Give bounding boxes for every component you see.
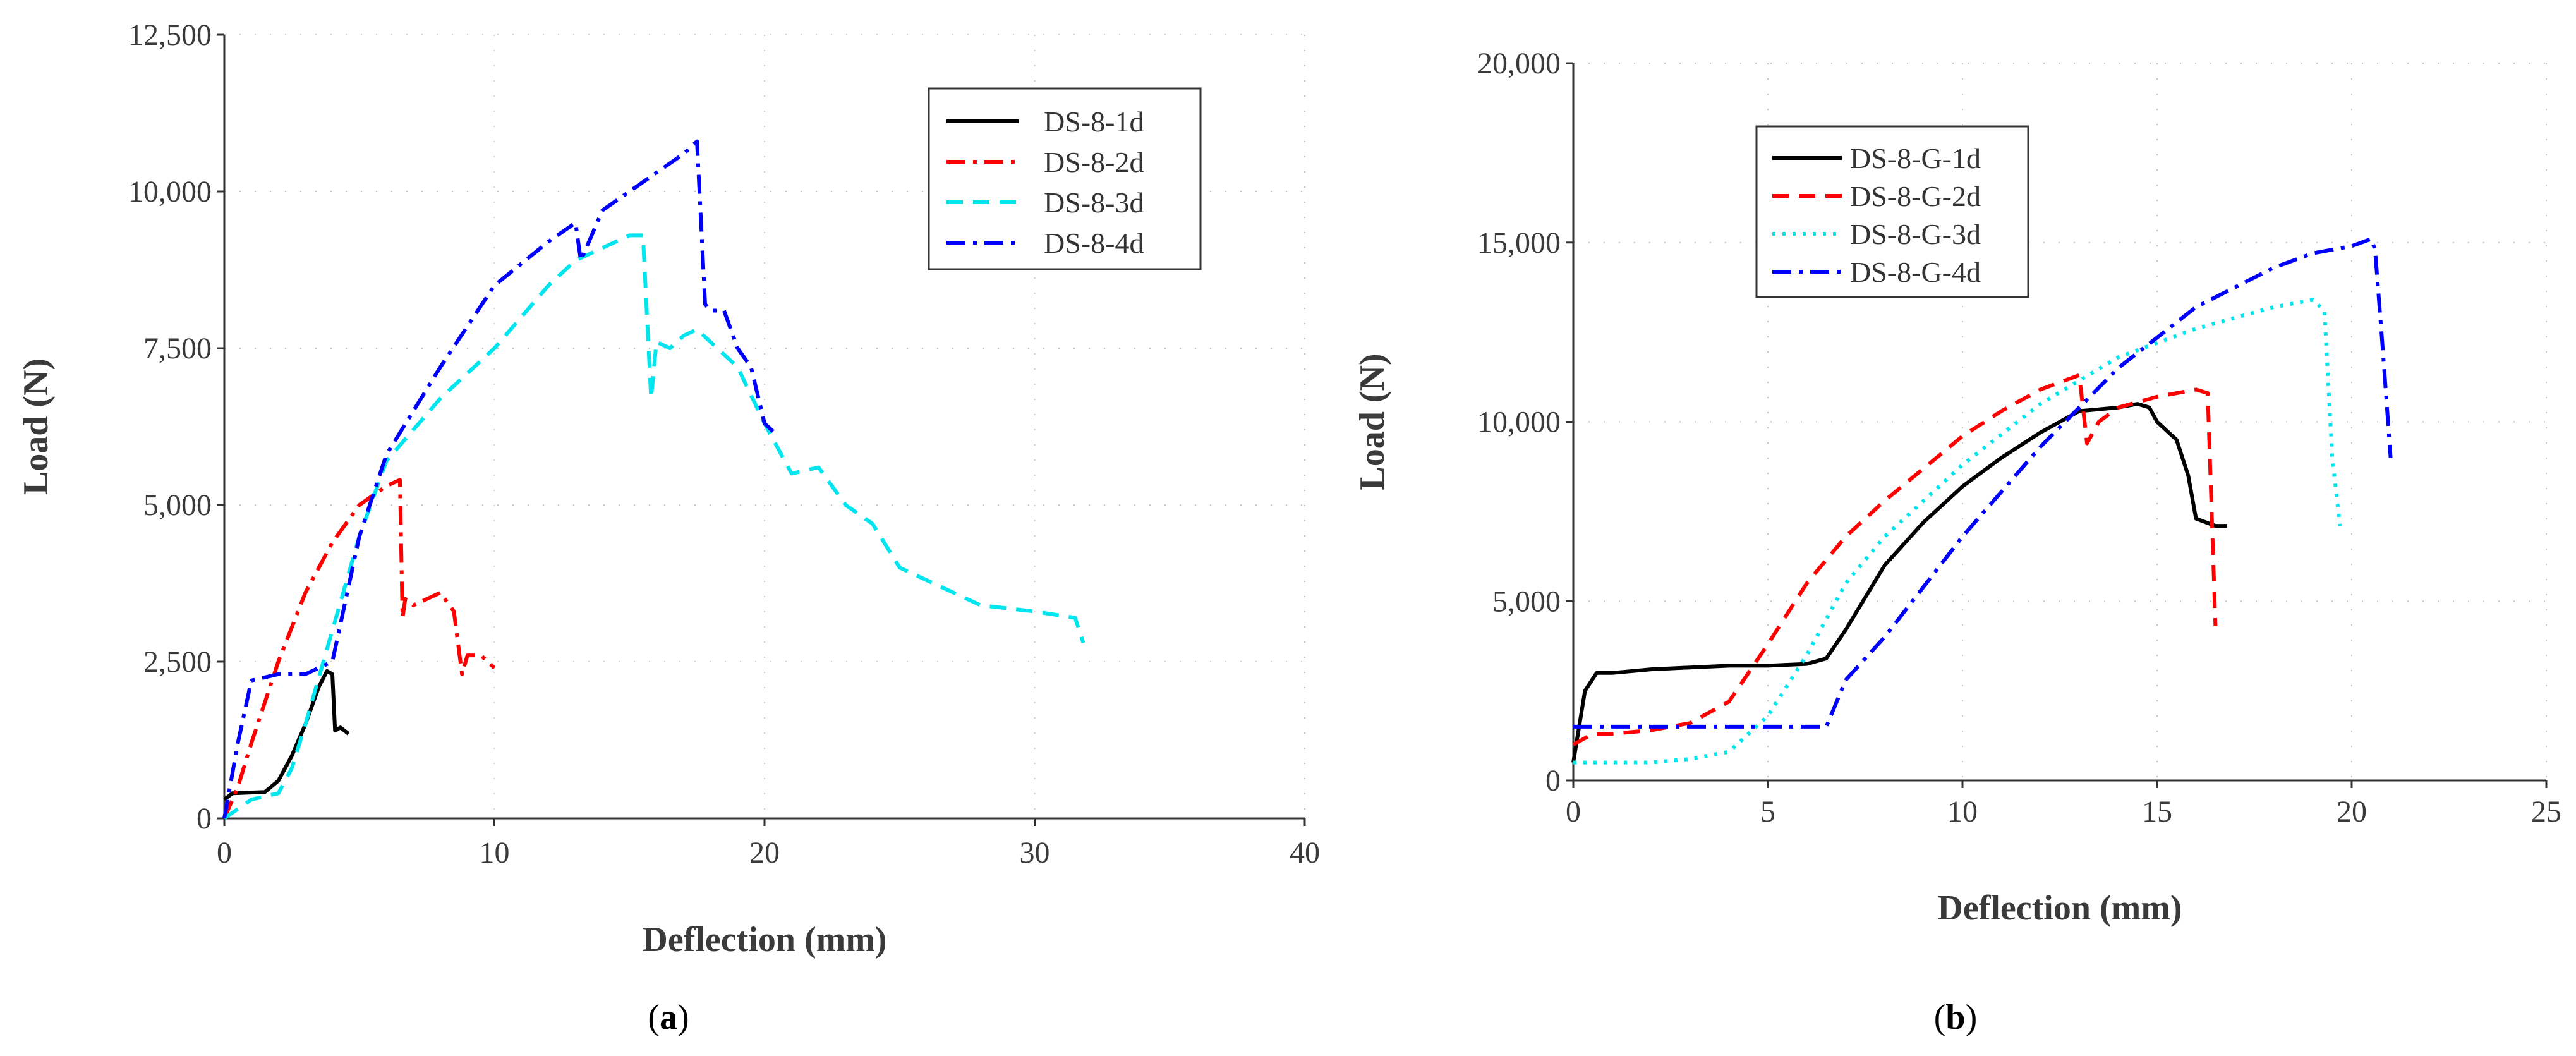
legend: DS-8-G-1d DS-8-G-2d DS-8-G-3d DS-8-G-4d — [1755, 125, 2029, 298]
caption-a: (a) — [648, 998, 689, 1037]
x-axis-label: Deflection (mm) — [642, 920, 886, 959]
y-tick-label: 2,500 — [143, 645, 212, 679]
x-axis-label: Deflection (mm) — [1937, 889, 2182, 928]
y-tick-label: 0 — [197, 802, 212, 835]
y-tick-label: 5,000 — [1492, 585, 1561, 618]
series-line-ds-8-2d — [222, 478, 496, 820]
legend-label: DS-8-4d — [1044, 227, 1144, 259]
caption-b: (b) — [1934, 998, 1977, 1037]
legend-label: DS-8-G-4d — [1850, 256, 1981, 288]
y-tick-label: 12,500 — [128, 18, 212, 52]
legend-label: DS-8-3d — [1044, 186, 1144, 219]
series-line-ds-8-4d — [222, 139, 780, 819]
y-axis-label: Load (N) — [16, 358, 56, 495]
y-tick-label: 15,000 — [1477, 226, 1561, 260]
legend: DS-8-1d DS-8-2d DS-8-3d DS-8-4d — [928, 87, 1202, 270]
series-line-ds-8-g-2d — [1572, 373, 2218, 746]
legend-label: DS-8-G-2d — [1850, 180, 1981, 212]
series-line-ds-8-g-3d — [1573, 298, 2342, 765]
y-tick-label: 20,000 — [1477, 47, 1561, 80]
chart-panel-a: 0 10 20 30 40 0 2,500 5,000 7,500 10,000 12,500 Def… — [16, 18, 1320, 959]
x-tick-label: 10 — [480, 836, 510, 870]
x-tick-label: 20 — [2337, 795, 2367, 828]
x-tick-label: 25 — [2531, 795, 2561, 828]
x-tick-label: 15 — [2142, 795, 2172, 828]
legend-label: DS-8-G-1d — [1850, 142, 1981, 174]
legend-label: DS-8-1d — [1044, 106, 1144, 138]
y-tick-label: 0 — [1545, 764, 1561, 798]
legend-box — [928, 87, 1202, 270]
x-tick-label: 20 — [749, 836, 780, 870]
legend-label: DS-8-2d — [1044, 146, 1144, 178]
legend-box — [1755, 125, 2029, 298]
series-line-ds-8-g-4d — [1573, 237, 2393, 729]
x-tick-label: 40 — [1290, 836, 1320, 870]
y-tick-label: 5,000 — [143, 489, 212, 522]
x-tick-label: 30 — [1020, 836, 1050, 870]
x-tick-label: 0 — [1566, 795, 1581, 828]
y-tick-label: 10,000 — [1477, 406, 1561, 439]
series-line-ds-8-1d — [223, 669, 350, 801]
chart-panel-b: 0 5 10 15 20 25 0 5,000 10,000 15,000 20,000 Deflec… — [1353, 47, 2561, 928]
series-line-ds-8-g-1d — [1571, 402, 2227, 763]
legend-label: DS-8-G-3d — [1850, 218, 1981, 250]
x-tick-label: 5 — [1760, 795, 1775, 828]
x-tick-label: 0 — [217, 836, 232, 870]
x-tick-label: 10 — [1947, 795, 1978, 828]
y-tick-label: 7,500 — [143, 332, 212, 365]
y-axis-label: Load (N) — [1353, 353, 1392, 490]
series-line-ds-8-3d — [223, 233, 1085, 820]
y-tick-label: 10,000 — [128, 175, 212, 209]
